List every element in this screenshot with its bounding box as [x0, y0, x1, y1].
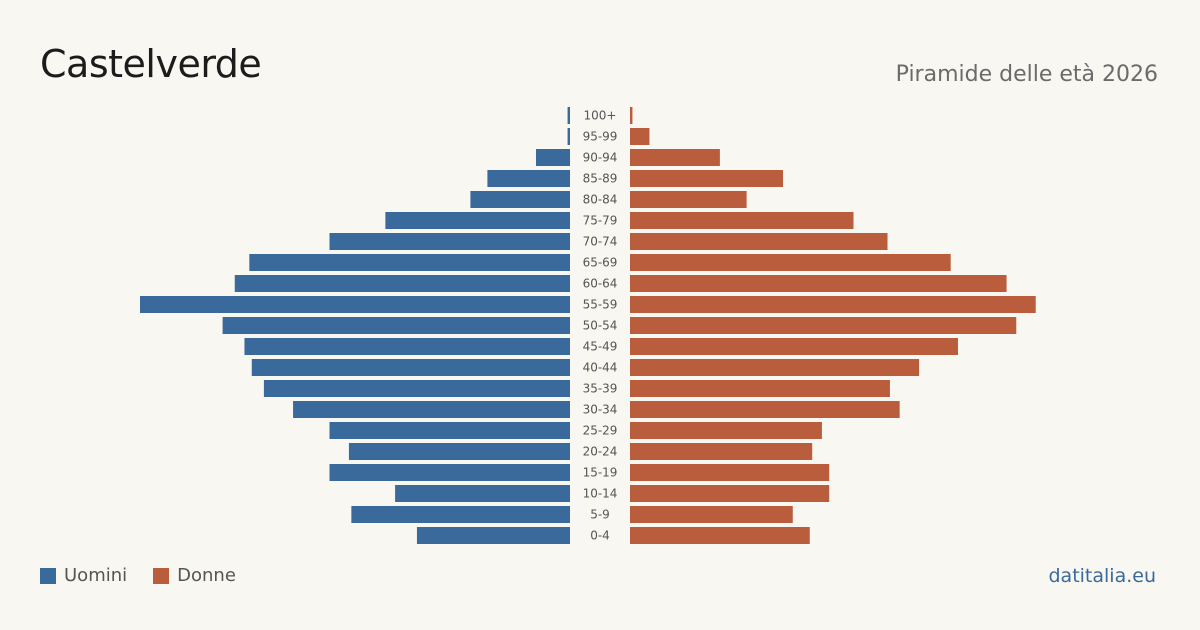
bar-men-75-79: [385, 212, 570, 229]
bar-women-30-34: [630, 401, 900, 418]
bar-men-35-39: [263, 380, 570, 397]
age-label-25-29: 25-29: [583, 424, 618, 438]
legend-item-men: Uomini: [40, 565, 127, 586]
bar-men-45-49: [244, 338, 571, 355]
bar-women-100+: [630, 107, 633, 124]
bar-men-15-19: [329, 464, 570, 481]
age-label-30-34: 30-34: [583, 403, 618, 417]
age-label-65-69: 65-69: [583, 256, 618, 270]
age-label-55-59: 55-59: [583, 298, 618, 312]
bar-women-75-79: [630, 212, 854, 229]
legend: Uomini Donne: [40, 565, 262, 586]
bar-men-5-9: [351, 506, 570, 523]
bar-men-65-69: [249, 254, 571, 271]
age-label-75-79: 75-79: [583, 214, 618, 228]
bar-women-40-44: [630, 359, 920, 376]
age-label-95-99: 95-99: [583, 130, 618, 144]
age-label-10-14: 10-14: [583, 487, 618, 501]
bar-men-70-74: [329, 233, 570, 250]
age-label-50-54: 50-54: [583, 319, 618, 333]
bar-women-35-39: [630, 380, 890, 397]
legend-swatch-women: [153, 567, 170, 584]
bar-men-50-54: [222, 317, 570, 334]
bar-men-85-89: [487, 170, 570, 187]
age-label-20-24: 20-24: [583, 445, 618, 459]
legend-label-women: Donne: [177, 565, 236, 586]
chart-subtitle: Piramide delle età 2026: [895, 62, 1158, 87]
legend-swatch-men: [40, 567, 56, 584]
age-label-100+: 100+: [584, 109, 617, 123]
bar-women-5-9: [630, 506, 793, 523]
bar-women-25-29: [630, 422, 822, 439]
age-label-85-89: 85-89: [583, 172, 618, 186]
bar-men-100+: [567, 107, 570, 124]
legend-label-men: Uomini: [64, 565, 128, 586]
source-credit-link[interactable]: datitalia.eu: [1048, 565, 1157, 587]
bar-men-90-94: [535, 149, 570, 166]
age-label-60-64: 60-64: [583, 277, 618, 291]
bar-men-95-99: [567, 128, 570, 145]
bar-women-65-69: [630, 254, 951, 271]
bar-women-10-14: [630, 485, 830, 502]
bar-women-15-19: [630, 464, 830, 481]
bar-men-0-4: [416, 527, 570, 544]
age-label-45-49: 45-49: [583, 340, 618, 354]
bar-women-85-89: [630, 170, 784, 187]
legend-item-women: Donne: [153, 565, 236, 586]
bar-men-60-64: [234, 275, 570, 292]
age-label-5-9: 5-9: [590, 508, 610, 522]
bar-men-40-44: [251, 359, 571, 376]
age-label-80-84: 80-84: [583, 193, 618, 207]
bar-men-80-84: [470, 191, 570, 208]
age-label-35-39: 35-39: [583, 382, 618, 396]
bar-women-20-24: [630, 443, 813, 460]
bar-women-95-99: [630, 128, 650, 145]
bar-men-55-59: [140, 296, 570, 313]
bar-women-0-4: [630, 527, 810, 544]
bar-men-10-14: [395, 485, 570, 502]
bar-men-25-29: [329, 422, 570, 439]
age-label-90-94: 90-94: [583, 151, 618, 165]
bar-women-55-59: [630, 296, 1036, 313]
chart-title: Castelverde: [40, 42, 262, 86]
age-label-40-44: 40-44: [583, 361, 618, 375]
age-label-70-74: 70-74: [583, 235, 618, 249]
age-label-15-19: 15-19: [583, 466, 618, 480]
bar-women-80-84: [630, 191, 747, 208]
bar-women-45-49: [630, 338, 958, 355]
bar-men-30-34: [293, 401, 570, 418]
bar-women-50-54: [630, 317, 1017, 334]
bar-women-70-74: [630, 233, 888, 250]
population-pyramid-chart: 100+ 95-99 90-94 85-89 80-84 75-79 70-74 65-69 6…: [140, 107, 1036, 544]
age-label-0-4: 0-4: [590, 529, 610, 543]
bar-men-20-24: [348, 443, 570, 460]
bar-women-90-94: [630, 149, 720, 166]
bar-women-60-64: [630, 275, 1007, 292]
